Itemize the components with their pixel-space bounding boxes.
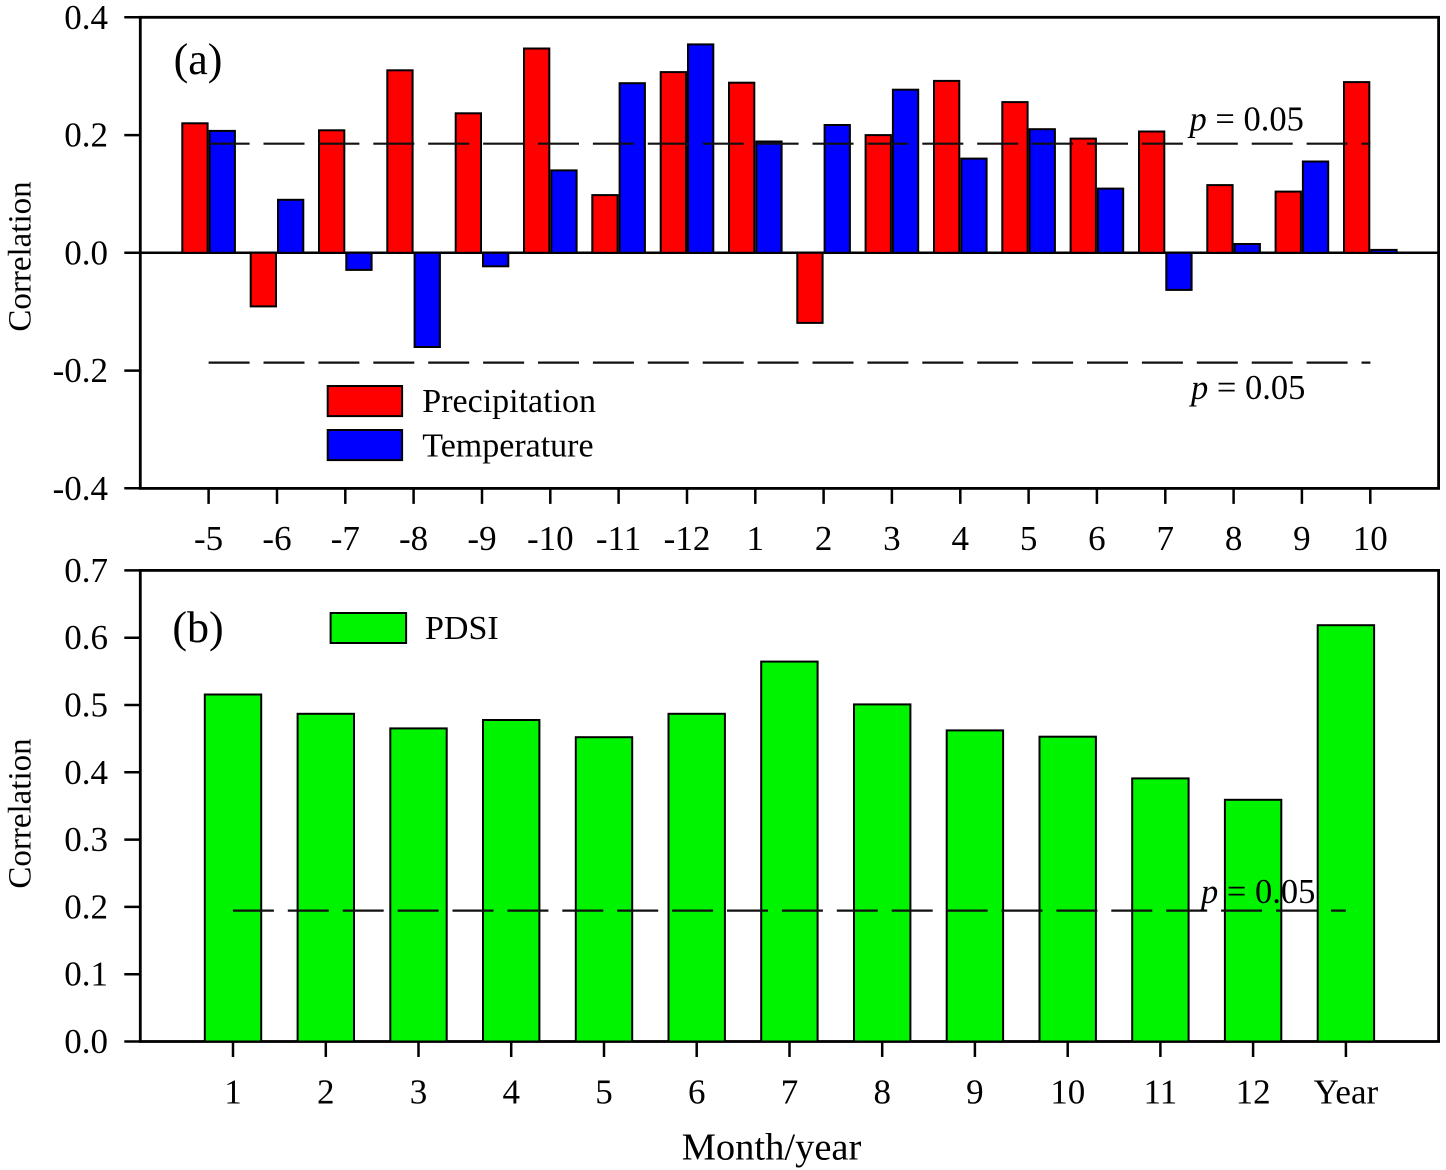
svg-text:0.5: 0.5 bbox=[64, 686, 108, 725]
svg-text:0.0: 0.0 bbox=[64, 233, 108, 272]
svg-text:-0.4: -0.4 bbox=[53, 469, 108, 508]
svg-text:9: 9 bbox=[966, 1073, 984, 1112]
svg-text:Correlation: Correlation bbox=[3, 181, 39, 331]
svg-text:-6: -6 bbox=[262, 519, 291, 558]
svg-text:4: 4 bbox=[952, 519, 970, 558]
svg-text:10: 10 bbox=[1353, 519, 1388, 558]
svg-text:4: 4 bbox=[502, 1073, 520, 1112]
svg-text:1: 1 bbox=[747, 519, 765, 558]
svg-text:1: 1 bbox=[224, 1073, 242, 1112]
svg-text:3: 3 bbox=[410, 1073, 428, 1112]
svg-text:-8: -8 bbox=[399, 519, 428, 558]
svg-text:8: 8 bbox=[873, 1073, 891, 1112]
svg-text:0.3: 0.3 bbox=[64, 820, 108, 859]
svg-text:-10: -10 bbox=[527, 519, 574, 558]
svg-text:Month/year: Month/year bbox=[682, 1127, 862, 1169]
svg-text:6: 6 bbox=[1088, 519, 1106, 558]
svg-text:3: 3 bbox=[883, 519, 901, 558]
svg-text:PDSI: PDSI bbox=[425, 610, 499, 647]
svg-text:(b): (b) bbox=[172, 603, 223, 652]
svg-text:9: 9 bbox=[1293, 519, 1311, 558]
svg-text:-9: -9 bbox=[467, 519, 496, 558]
svg-text:Year: Year bbox=[1314, 1073, 1379, 1112]
svg-text:0.2: 0.2 bbox=[64, 887, 108, 926]
svg-text:Temperature: Temperature bbox=[422, 427, 593, 464]
svg-text:0.7: 0.7 bbox=[64, 551, 108, 590]
svg-text:(a): (a) bbox=[174, 35, 223, 84]
svg-text:-0.2: -0.2 bbox=[53, 351, 108, 390]
svg-text:p = 0.05: p = 0.05 bbox=[1198, 873, 1315, 911]
svg-text:-11: -11 bbox=[596, 519, 641, 558]
svg-text:2: 2 bbox=[317, 1073, 335, 1112]
svg-text:10: 10 bbox=[1050, 1073, 1085, 1112]
svg-text:7: 7 bbox=[1157, 519, 1175, 558]
svg-text:-7: -7 bbox=[331, 519, 360, 558]
svg-text:7: 7 bbox=[781, 1073, 799, 1112]
svg-text:12: 12 bbox=[1236, 1073, 1271, 1112]
svg-text:0.2: 0.2 bbox=[64, 116, 108, 155]
svg-text:0.4: 0.4 bbox=[64, 753, 108, 792]
svg-text:0.6: 0.6 bbox=[64, 618, 108, 657]
svg-text:0.0: 0.0 bbox=[64, 1022, 108, 1061]
svg-text:0.1: 0.1 bbox=[64, 955, 108, 994]
svg-text:-5: -5 bbox=[194, 519, 223, 558]
svg-text:11: 11 bbox=[1144, 1073, 1178, 1112]
svg-text:0.4: 0.4 bbox=[64, 0, 108, 37]
svg-text:5: 5 bbox=[1020, 519, 1038, 558]
svg-text:6: 6 bbox=[688, 1073, 706, 1112]
svg-text:5: 5 bbox=[595, 1073, 613, 1112]
svg-text:8: 8 bbox=[1225, 519, 1243, 558]
svg-text:Correlation: Correlation bbox=[3, 738, 39, 888]
svg-text:-12: -12 bbox=[664, 519, 711, 558]
svg-text:p = 0.05: p = 0.05 bbox=[1187, 101, 1304, 139]
svg-text:Precipitation: Precipitation bbox=[422, 383, 596, 420]
svg-text:p = 0.05: p = 0.05 bbox=[1188, 369, 1305, 407]
svg-text:2: 2 bbox=[815, 519, 833, 558]
